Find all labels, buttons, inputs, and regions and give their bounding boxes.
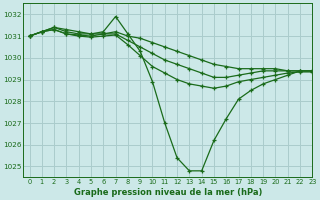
X-axis label: Graphe pression niveau de la mer (hPa): Graphe pression niveau de la mer (hPa) xyxy=(74,188,262,197)
